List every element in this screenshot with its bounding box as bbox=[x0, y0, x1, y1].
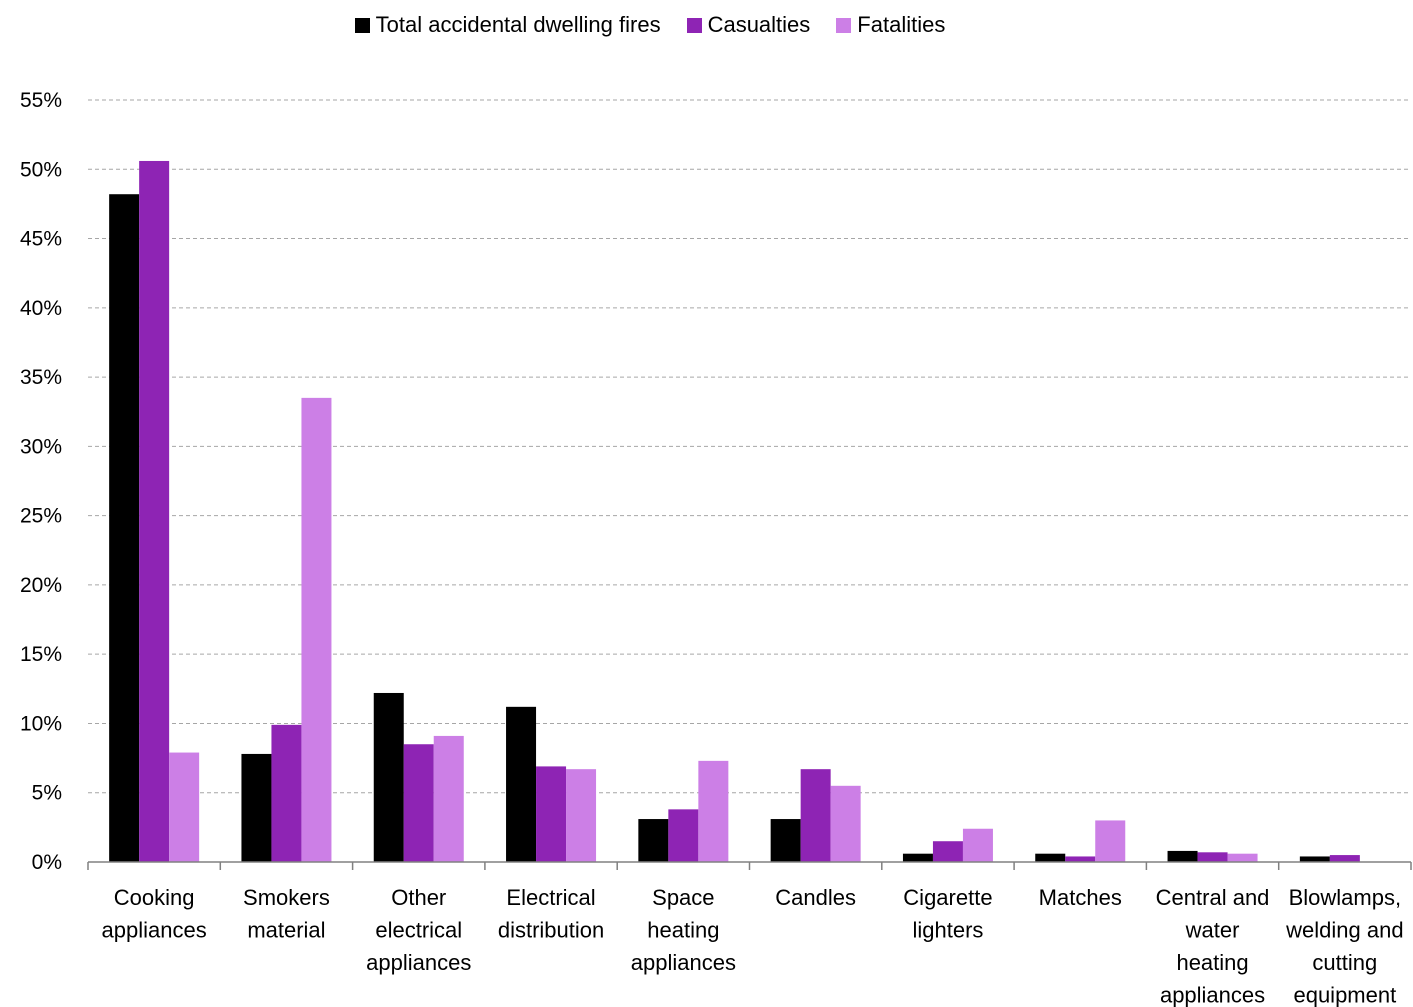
y-tick-label: 15% bbox=[20, 643, 62, 666]
y-tick-label: 40% bbox=[20, 297, 62, 320]
bar-fatalities bbox=[566, 769, 597, 862]
y-tick-label: 25% bbox=[20, 505, 62, 528]
bar-casualties bbox=[271, 724, 302, 862]
legend: Total accidental dwelling fires Casualti… bbox=[0, 12, 1300, 38]
bar-casualties bbox=[800, 769, 831, 862]
y-tick-label: 50% bbox=[20, 158, 62, 181]
bar-total bbox=[373, 692, 404, 862]
y-tick-label: 5% bbox=[32, 782, 62, 805]
legend-label-casualties: Casualties bbox=[707, 12, 811, 37]
x-category-label: Candles bbox=[775, 885, 856, 910]
bar-casualties bbox=[139, 160, 170, 862]
bar-fatalities bbox=[169, 752, 200, 862]
y-tick-label: 0% bbox=[32, 851, 62, 874]
legend-label-total: Total accidental dwelling fires bbox=[375, 12, 661, 37]
x-category-label: Electrical distribution bbox=[498, 885, 604, 943]
x-axis: Cooking appliances Smokers material Other ele… bbox=[87, 861, 1412, 1007]
x-category-label: Smokers material bbox=[243, 885, 330, 943]
bar-fatalities bbox=[962, 828, 993, 862]
x-category-label: Space heating appliances bbox=[631, 885, 736, 975]
bar-fatalities bbox=[433, 735, 464, 862]
y-tick-label: 20% bbox=[20, 574, 62, 597]
bar-total bbox=[109, 194, 140, 862]
bar-total bbox=[770, 819, 801, 862]
bar-casualties bbox=[403, 744, 434, 862]
y-tick-label: 30% bbox=[20, 435, 62, 458]
gridlines bbox=[88, 99, 1411, 794]
bar-casualties bbox=[1197, 852, 1228, 862]
y-tick-label: 55% bbox=[20, 89, 62, 112]
bar-total bbox=[1299, 856, 1330, 862]
bar-casualties bbox=[1065, 856, 1096, 862]
bar-casualties bbox=[1329, 855, 1360, 862]
legend-item-fatalities: Fatalities bbox=[836, 12, 945, 38]
legend-swatch-total bbox=[354, 17, 370, 33]
x-category-label: Blowlamps, welding and cutting equipment bbox=[1285, 885, 1403, 1007]
legend-swatch-casualties bbox=[686, 17, 702, 33]
bar-total bbox=[1167, 850, 1198, 862]
legend-swatch-fatalities bbox=[836, 17, 852, 33]
bar-total bbox=[902, 853, 933, 862]
legend-item-total: Total accidental dwelling fires bbox=[354, 12, 661, 38]
y-tick-label: 45% bbox=[20, 228, 62, 251]
bar-casualties bbox=[932, 841, 963, 862]
bar-fatalities bbox=[1227, 853, 1258, 862]
y-tick-label: 35% bbox=[20, 366, 62, 389]
legend-label-fatalities: Fatalities bbox=[857, 12, 946, 37]
y-tick-label: 10% bbox=[20, 712, 62, 735]
y-axis: 0% 5% 10% 15% 20% 25% 30% 35% 40% 45% 50% 55% bbox=[20, 89, 62, 874]
bar-fatalities bbox=[830, 785, 861, 862]
legend-item-casualties: Casualties bbox=[686, 12, 811, 38]
x-category-label: Cigarette lighters bbox=[903, 885, 992, 943]
x-category-label: Matches bbox=[1039, 885, 1122, 910]
bar-total bbox=[638, 819, 669, 862]
bar-fatalities bbox=[1095, 820, 1126, 862]
bar-total bbox=[506, 706, 537, 862]
bar-casualties bbox=[536, 766, 567, 862]
bar-fatalities bbox=[301, 397, 332, 862]
bars bbox=[109, 160, 1360, 862]
bar-fatalities bbox=[698, 760, 729, 862]
bar-total bbox=[1035, 853, 1066, 862]
bar-casualties bbox=[668, 809, 699, 862]
bar-total bbox=[241, 753, 272, 862]
x-category-label: Other electrical appliances bbox=[366, 885, 471, 975]
x-category-label: Cooking appliances bbox=[102, 885, 207, 943]
x-category-label: Central and water heating appliances bbox=[1156, 885, 1270, 1007]
